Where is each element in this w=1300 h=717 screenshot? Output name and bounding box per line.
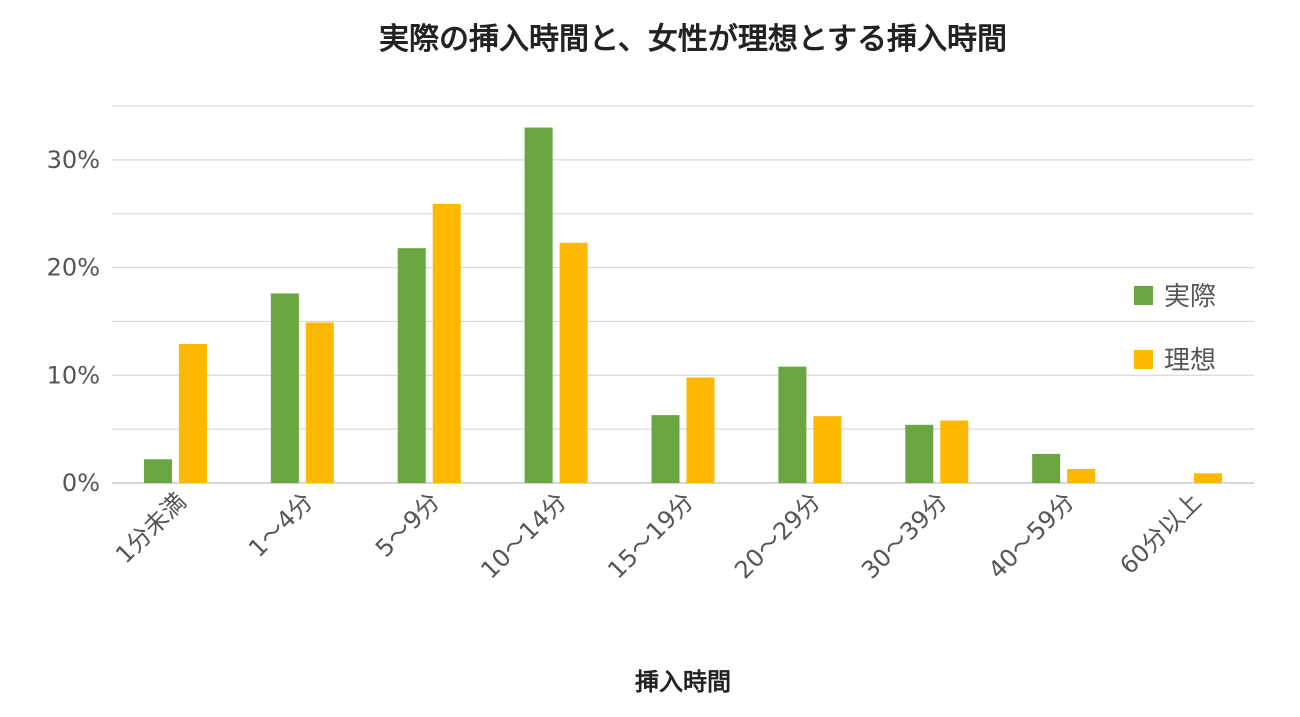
legend-swatch bbox=[1134, 350, 1153, 369]
x-tick-label: 60分以上 bbox=[1114, 487, 1206, 579]
x-axis-ticks: 1分未満 1～4分 5～9分 10～14分 15～19分 20～29分 30～39分 40～5… bbox=[110, 487, 1207, 584]
y-axis-ticks: 0% 10% 20% 30% bbox=[47, 146, 100, 497]
x-tick-label: 20～29分 bbox=[729, 487, 826, 584]
x-tick-label: 5～9分 bbox=[370, 487, 445, 562]
chart-title: 実際の挿入時間と、女性が理想とする挿入時間 bbox=[379, 22, 1007, 57]
bar-ideal bbox=[1067, 468, 1096, 483]
legend-label: 理想 bbox=[1164, 346, 1216, 376]
y-tick-label: 0% bbox=[62, 469, 100, 497]
legend-label: 実際 bbox=[1164, 282, 1216, 312]
bars bbox=[143, 127, 1223, 484]
y-tick-label: 10% bbox=[47, 361, 100, 389]
x-tick-label: 1分未満 bbox=[110, 487, 192, 569]
bar-actual bbox=[524, 127, 553, 484]
grid bbox=[112, 105, 1254, 484]
bar-ideal bbox=[813, 416, 842, 483]
x-tick-label: 1～4分 bbox=[243, 487, 318, 562]
bar-actual bbox=[1032, 453, 1061, 483]
bar-actual bbox=[651, 415, 680, 483]
x-tick-label: 15～19分 bbox=[602, 487, 699, 584]
legend-swatch bbox=[1134, 286, 1153, 305]
x-tick-label: 40～59分 bbox=[983, 487, 1080, 584]
bar-ideal bbox=[178, 344, 207, 483]
bar-actual bbox=[905, 424, 934, 483]
x-tick-label: 10～14分 bbox=[475, 487, 572, 584]
bar-ideal bbox=[559, 242, 588, 483]
bar-actual bbox=[143, 459, 172, 483]
bar-ideal bbox=[1194, 473, 1223, 483]
bar-ideal bbox=[940, 420, 969, 483]
bar-actual bbox=[397, 248, 426, 483]
y-tick-label: 20% bbox=[47, 254, 100, 282]
x-axis-label: 挿入時間 bbox=[635, 668, 731, 696]
x-tick-label: 30～39分 bbox=[856, 487, 953, 584]
bar-actual bbox=[270, 293, 299, 483]
y-tick-label: 30% bbox=[47, 146, 100, 174]
bar-actual bbox=[778, 366, 807, 483]
bar-ideal bbox=[305, 322, 334, 483]
bar-ideal bbox=[432, 204, 461, 483]
bar-ideal bbox=[686, 377, 715, 483]
